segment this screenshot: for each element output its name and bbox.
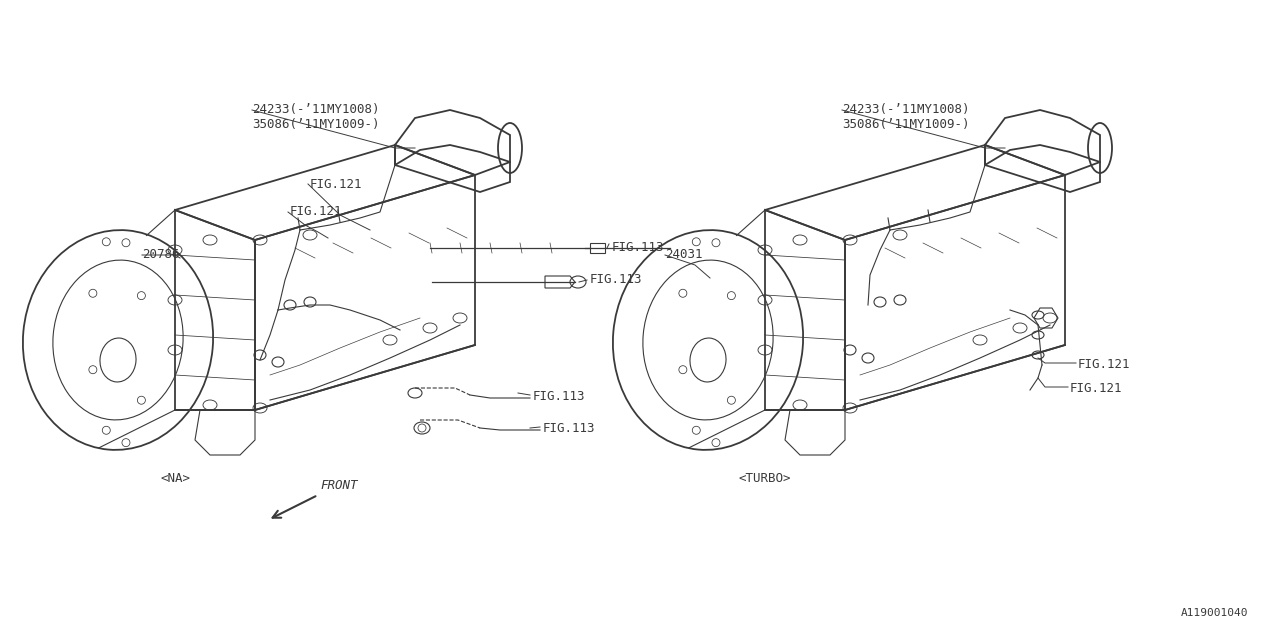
Text: FIG.113: FIG.113 <box>543 422 595 435</box>
Text: A119001040: A119001040 <box>1180 608 1248 618</box>
Text: <TURBO>: <TURBO> <box>739 472 791 485</box>
Text: 35086(’11MY1009-): 35086(’11MY1009-) <box>252 118 379 131</box>
Text: FIG.121: FIG.121 <box>1078 358 1130 371</box>
Text: 24233(-’11MY1008): 24233(-’11MY1008) <box>252 103 379 116</box>
Text: FIG.113: FIG.113 <box>532 390 585 403</box>
Text: FIG.121: FIG.121 <box>291 205 343 218</box>
Text: 24233(-’11MY1008): 24233(-’11MY1008) <box>842 103 969 116</box>
Text: FRONT: FRONT <box>320 479 357 492</box>
Text: 24031: 24031 <box>666 248 703 261</box>
Text: FIG.113: FIG.113 <box>590 273 643 286</box>
Text: FIG.113: FIG.113 <box>612 241 664 254</box>
Text: 20786: 20786 <box>142 248 179 261</box>
Text: <NA>: <NA> <box>160 472 189 485</box>
Text: 35086(’11MY1009-): 35086(’11MY1009-) <box>842 118 969 131</box>
Text: FIG.121: FIG.121 <box>310 178 362 191</box>
Text: FIG.121: FIG.121 <box>1070 382 1123 395</box>
